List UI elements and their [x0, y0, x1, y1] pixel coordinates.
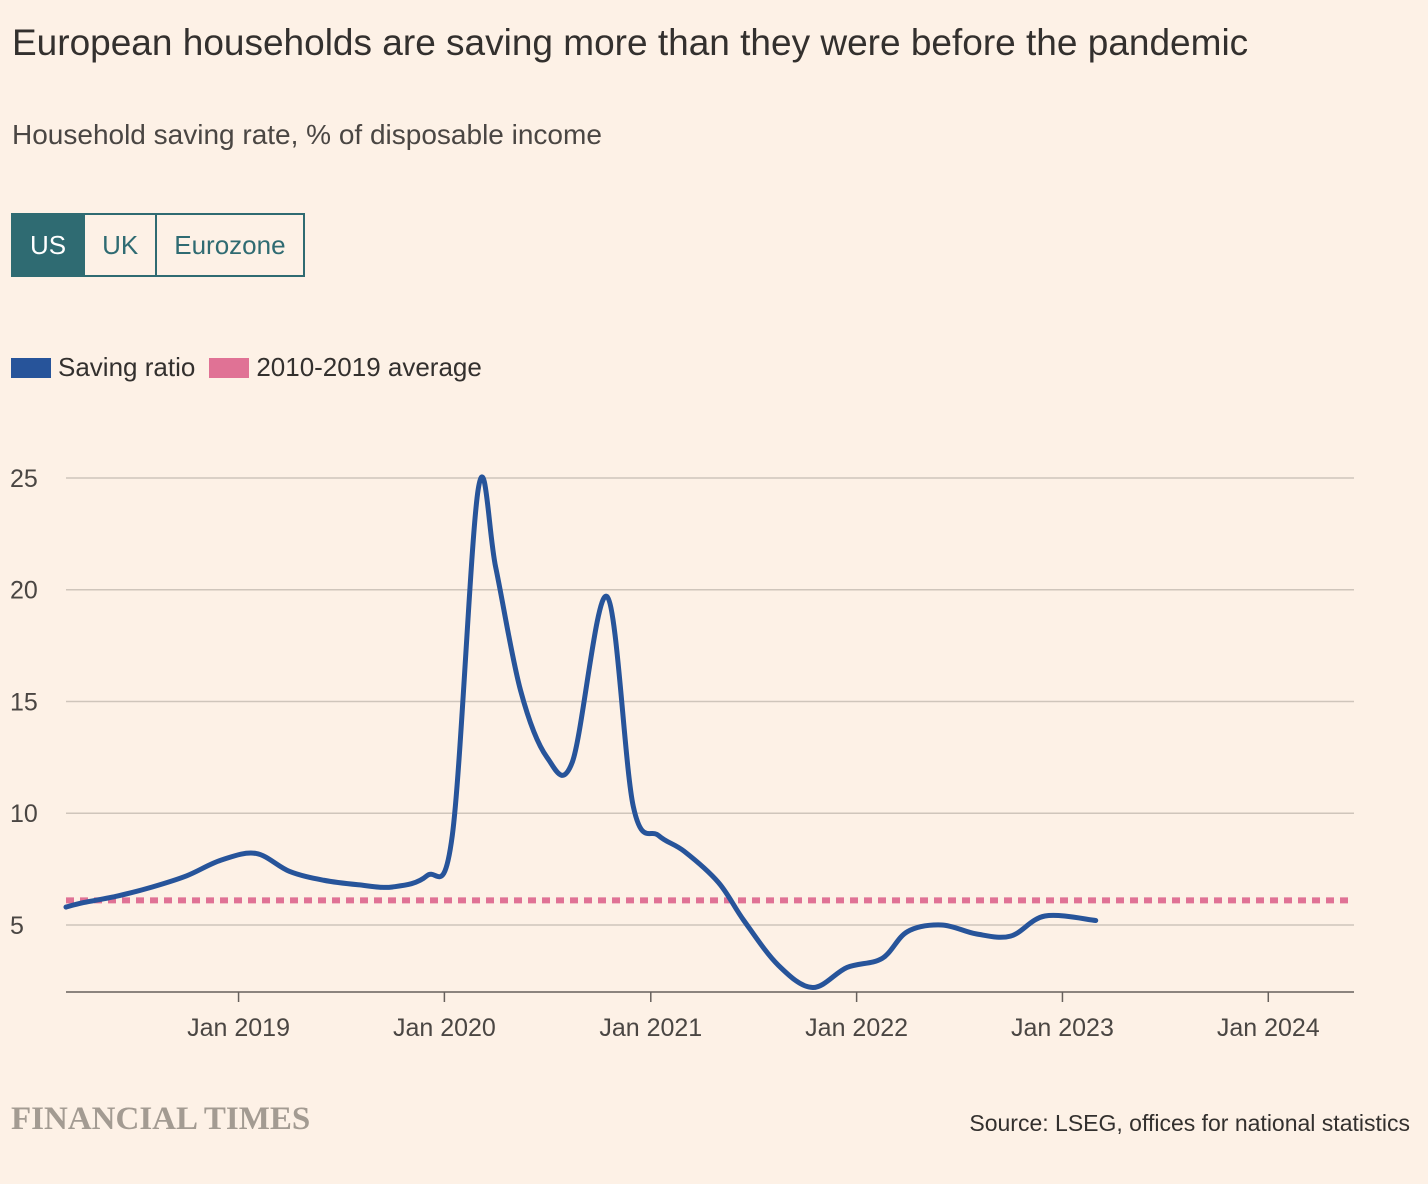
chart-subtitle: Household saving rate, % of disposable i…	[12, 119, 602, 150]
legend-item-saving-ratio: Saving ratio	[11, 352, 195, 383]
legend-item-average: 2010-2019 average	[209, 352, 482, 383]
x-tick-label-1: Jan 2020	[393, 1014, 496, 1042]
legend-label-saving-ratio: Saving ratio	[58, 352, 196, 382]
line-chart: 5 10 15 20 25 Jan 2019 Jan 2020 Jan 2021 Jan 202…	[10, 465, 1354, 1042]
y-tick-label-20: 20	[10, 577, 38, 605]
y-tick-label-15: 15	[10, 688, 38, 716]
tab-uk[interactable]: UK	[83, 215, 155, 275]
country-tabs: US UK Eurozone	[11, 213, 305, 277]
chart-title: European households are saving more than…	[12, 22, 1249, 63]
series-line-saving-ratio	[63, 474, 1099, 991]
legend-swatch-average	[209, 357, 250, 378]
y-tick-label-10: 10	[10, 800, 38, 828]
source-note: Source: LSEG, offices for national stati…	[969, 1110, 1410, 1136]
x-tick-label-4: Jan 2023	[1011, 1014, 1114, 1042]
x-tick-label-0: Jan 2019	[187, 1014, 290, 1042]
x-tick-label-5: Jan 2024	[1217, 1014, 1320, 1042]
tab-us[interactable]: US	[13, 215, 84, 275]
y-tick-label-5: 5	[10, 912, 24, 940]
tab-eurozone[interactable]: Eurozone	[155, 215, 302, 275]
ft-logo: FINANCIAL TIMES	[11, 1101, 311, 1137]
x-tick-label-3: Jan 2022	[805, 1014, 908, 1042]
y-tick-label-25: 25	[10, 465, 38, 493]
x-tick-label-2: Jan 2021	[599, 1014, 702, 1042]
legend-label-average: 2010-2019 average	[256, 352, 482, 382]
legend-swatch-saving-ratio	[11, 357, 51, 378]
chart-legend: Saving ratio 2010-2019 average	[11, 352, 496, 383]
